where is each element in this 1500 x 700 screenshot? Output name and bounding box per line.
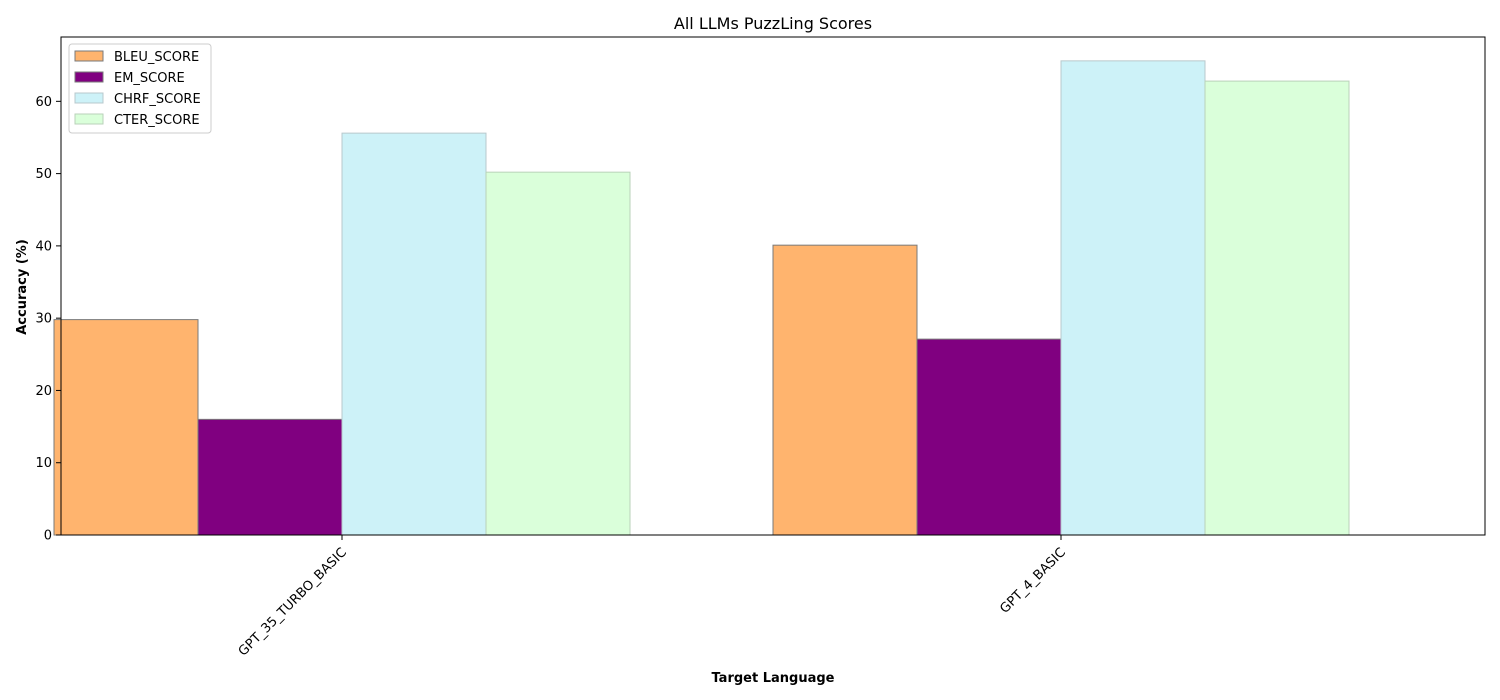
legend-swatch-chrf-score [74, 92, 104, 104]
bar-cter-score-1 [1204, 80, 1350, 536]
bar-em-score-0 [197, 418, 343, 536]
y-tick-label: 60 [35, 95, 52, 110]
x-tick-label: GPT_35_TURBO_BASIC [236, 545, 350, 659]
x-axis-label: Target Language [711, 671, 834, 686]
y-tick-label: 50 [35, 167, 52, 182]
legend-label-em-score: EM_SCORE [114, 71, 185, 86]
legend-frame [68, 43, 212, 134]
y-tick-label: 40 [35, 239, 52, 254]
y-tick-label: 10 [35, 456, 52, 471]
y-tick-label: 0 [44, 529, 52, 544]
chart-title: All LLMs PuzzLing Scores [674, 14, 872, 33]
bar-chrf-score-1 [1060, 60, 1206, 536]
legend-label-bleu-score: BLEU_SCORE [114, 50, 199, 65]
bars-layer [53, 60, 1350, 536]
x-axis-ticks: GPT_35_TURBO_BASIC GPT_4_BASIC [236, 535, 1069, 659]
bar-bleu-score-1 [772, 244, 918, 536]
legend-swatch-em-score [74, 71, 104, 83]
legend-swatch-cter-score [74, 113, 104, 125]
y-axis-ticks: 0 10 20 30 40 50 60 [35, 95, 61, 544]
plot-frame [60, 36, 1486, 536]
bar-cter-score-0 [485, 171, 631, 536]
y-axis-label: Accuracy (%) [15, 239, 30, 335]
bar-bleu-score-0 [53, 319, 199, 536]
legend-label-chrf-score: CHRF_SCORE [114, 92, 201, 107]
y-tick-label: 30 [35, 312, 52, 327]
x-tick-label: GPT_4_BASIC [997, 545, 1068, 616]
legend-swatch-bleu-score [74, 50, 104, 62]
bar-chrf-score-0 [341, 132, 487, 536]
legend-label-cter-score: CTER_SCORE [114, 113, 200, 128]
legend: BLEU_SCORE EM_SCORE CHRF_SCORE CTER_SCORE [68, 43, 212, 134]
y-tick-label: 20 [35, 384, 52, 399]
bar-em-score-1 [916, 338, 1062, 536]
